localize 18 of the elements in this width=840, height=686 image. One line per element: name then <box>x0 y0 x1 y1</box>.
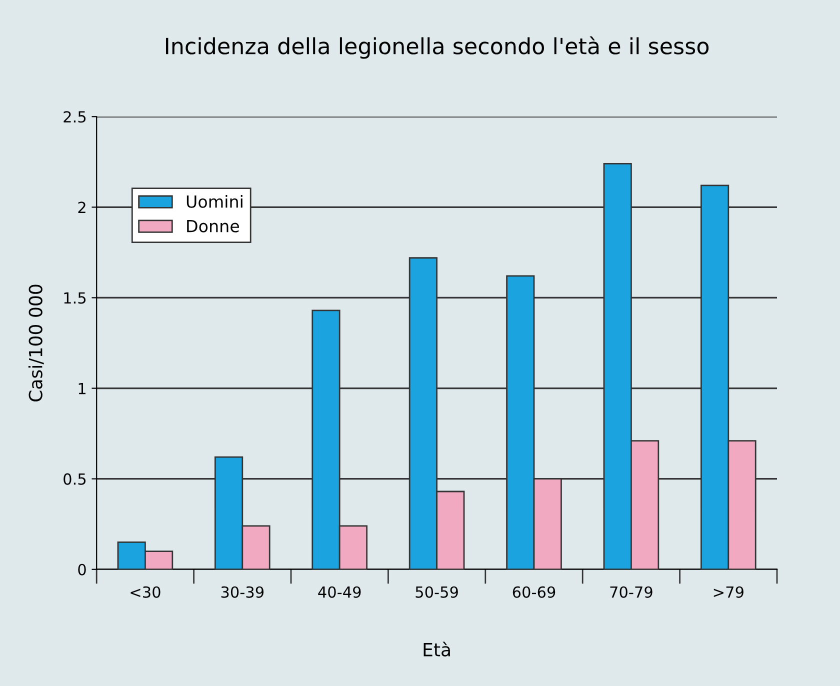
x-tick-label: >79 <box>714 586 744 598</box>
x-tick-label: <30 <box>130 586 160 598</box>
y-tick-label: 2.5 <box>64 111 86 123</box>
x-tick-label: 40-49 <box>318 586 361 598</box>
legend-label: Uomini <box>186 195 242 208</box>
y-tick-label: 1.5 <box>64 292 86 304</box>
y-tick-label: 0.5 <box>64 473 86 485</box>
legend-label: Donne <box>187 220 240 232</box>
x-tick-label: 30-39 <box>221 586 264 598</box>
chart-title: Incidenza della legionella secondo l'età e il sesso <box>166 36 709 59</box>
x-tick-label: 60-69 <box>512 586 556 598</box>
y-axis-title: Casi/100 000 <box>28 284 44 402</box>
x-tick-label: 70-79 <box>610 586 652 598</box>
x-axis-title: Età <box>424 642 450 656</box>
y-tick-label: 0 <box>78 564 86 576</box>
x-tick-label: 50-59 <box>416 586 458 598</box>
y-tick-label: 1 <box>78 382 86 394</box>
y-tick-label: 2 <box>78 202 86 213</box>
